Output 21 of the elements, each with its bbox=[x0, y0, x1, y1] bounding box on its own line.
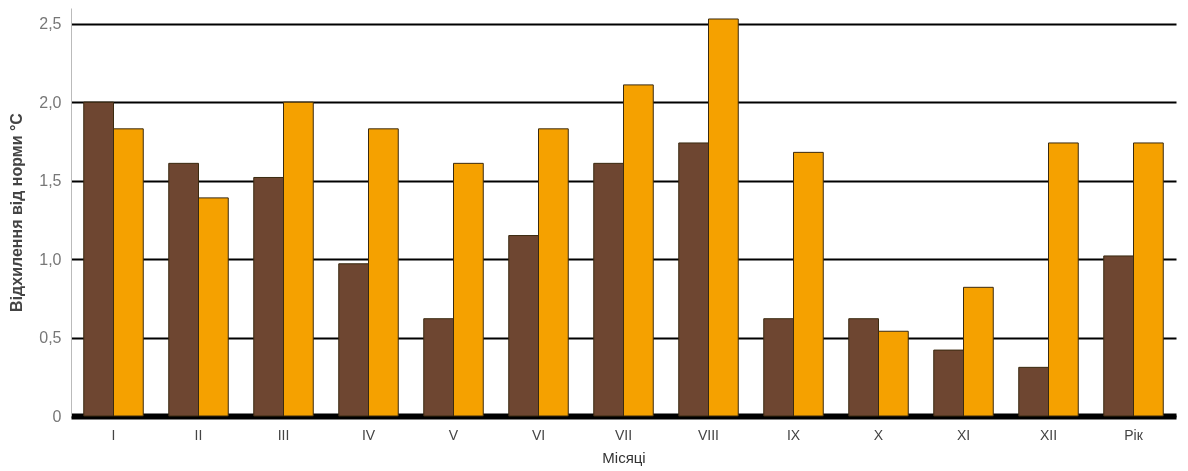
x-tick-label: III bbox=[277, 426, 290, 443]
x-tick-label: IX bbox=[786, 426, 801, 443]
y-tick-label: 0 bbox=[52, 407, 62, 425]
x-tick-label: XII bbox=[1039, 426, 1058, 443]
x-tick-label: I bbox=[111, 426, 116, 443]
x-axis-title: Місяці bbox=[602, 448, 646, 466]
x-tick-label: VIII bbox=[697, 426, 720, 443]
y-tick-label: 0,5 bbox=[39, 329, 62, 347]
x-tick-label: Рік bbox=[1124, 426, 1144, 443]
x-tick-label: VII bbox=[614, 426, 633, 443]
y-tick-label: 2,0 bbox=[39, 93, 62, 111]
x-tick-label: II bbox=[194, 426, 203, 443]
x-tick-label: XI bbox=[956, 426, 971, 443]
y-tick-label: 1,0 bbox=[39, 250, 62, 268]
x-tick-label: V bbox=[448, 426, 459, 443]
x-tick-label: X bbox=[873, 426, 884, 443]
x-tick-label: IV bbox=[361, 426, 376, 443]
y-axis-title: Відхилення від норми °C bbox=[8, 112, 26, 312]
y-tick-label: 2,5 bbox=[39, 15, 62, 33]
y-tick-label: 1,5 bbox=[39, 172, 62, 190]
x-tick-label: VI bbox=[531, 426, 546, 443]
